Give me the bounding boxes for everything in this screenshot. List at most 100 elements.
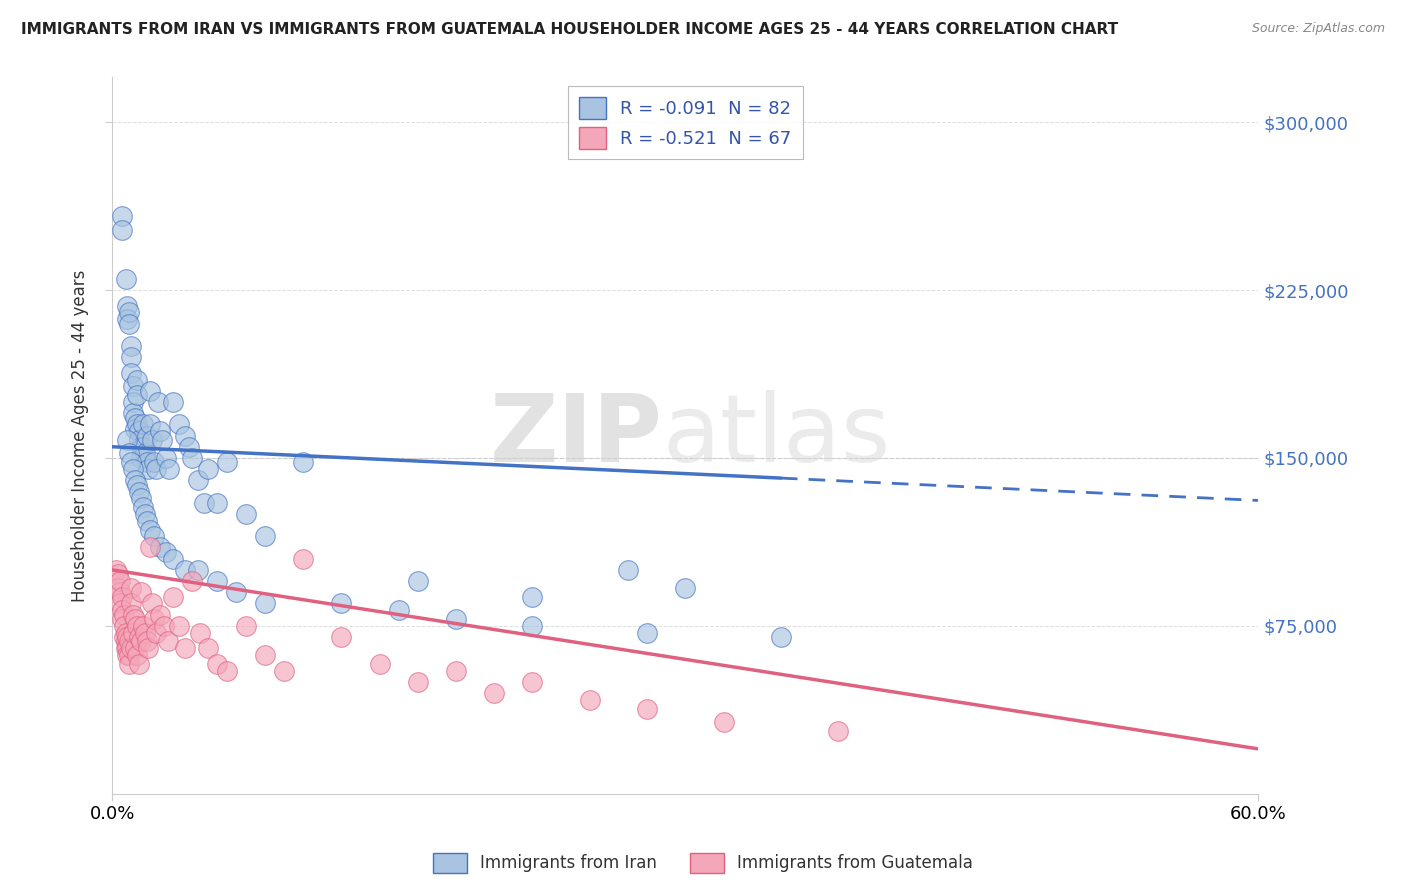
Point [111,603,134,617]
Point [122,462,145,476]
Point [193,496,215,510]
Point [713,714,735,729]
Point [108,596,131,610]
Point [139,523,162,537]
Point [827,724,849,739]
Point [135,514,157,528]
Point [197,641,219,656]
Point [152,619,174,633]
Point [129,585,152,599]
Point [104,563,127,577]
Point [292,551,315,566]
Point [139,541,162,555]
Point [128,424,150,438]
Point [215,664,238,678]
Point [187,473,209,487]
Y-axis label: Householder Income Ages 25 - 44 years: Householder Income Ages 25 - 44 years [72,269,89,602]
Point [128,484,150,499]
Point [129,634,152,648]
Point [215,455,238,469]
Point [125,417,148,432]
Point [132,417,155,432]
Point [111,209,134,223]
Point [406,674,429,689]
Point [135,634,157,648]
Point [120,455,142,469]
Point [141,596,163,610]
Point [139,384,162,398]
Point [636,625,658,640]
Point [120,339,142,353]
Point [124,641,146,656]
Point [120,581,142,595]
Point [769,630,792,644]
Point [253,596,276,610]
Point [181,450,204,465]
Point [167,417,190,432]
Point [162,395,184,409]
Point [444,612,467,626]
Point [143,455,166,469]
Point [134,507,156,521]
Point [134,446,156,460]
Point [617,563,640,577]
Point [149,607,172,622]
Point [162,551,184,566]
Point [120,641,142,656]
Point [122,625,145,640]
Point [177,440,200,454]
Point [444,664,467,678]
Point [125,373,148,387]
Point [112,607,135,622]
Point [207,496,229,510]
Point [108,585,131,599]
Point [225,585,247,599]
Point [135,428,157,442]
Point [128,433,150,447]
Point [522,619,544,633]
Point [253,648,276,662]
Text: atlas: atlas [662,390,890,482]
Point [129,491,152,506]
Point [122,379,145,393]
Point [117,648,139,662]
Point [114,625,136,640]
Point [114,272,136,286]
Point [173,641,195,656]
Point [134,625,156,640]
Point [111,222,134,236]
Point [145,625,167,640]
Point [522,590,544,604]
Point [150,433,173,447]
Point [125,477,148,491]
Point [117,630,139,644]
Point [197,462,219,476]
Text: IMMIGRANTS FROM IRAN VS IMMIGRANTS FROM GUATEMALA HOUSEHOLDER INCOME AGES 25 - 4: IMMIGRANTS FROM IRAN VS IMMIGRANTS FROM … [21,22,1118,37]
Point [149,424,172,438]
Point [114,634,136,648]
Point [124,473,146,487]
Point [125,648,148,662]
Point [330,630,353,644]
Point [108,574,131,588]
Point [368,657,391,671]
Point [128,657,150,671]
Point [118,446,141,460]
Legend: R = -0.091  N = 82, R = -0.521  N = 67: R = -0.091 N = 82, R = -0.521 N = 67 [568,87,803,160]
Point [159,462,181,476]
Point [187,563,209,577]
Point [122,607,145,622]
Point [141,433,163,447]
Point [129,450,152,465]
Point [107,567,129,582]
Point [146,395,169,409]
Point [120,596,142,610]
Point [107,581,129,595]
Point [112,630,135,644]
Point [125,388,148,402]
Point [578,692,600,706]
Point [292,455,315,469]
Point [484,686,506,700]
Point [118,657,141,671]
Point [143,612,166,626]
